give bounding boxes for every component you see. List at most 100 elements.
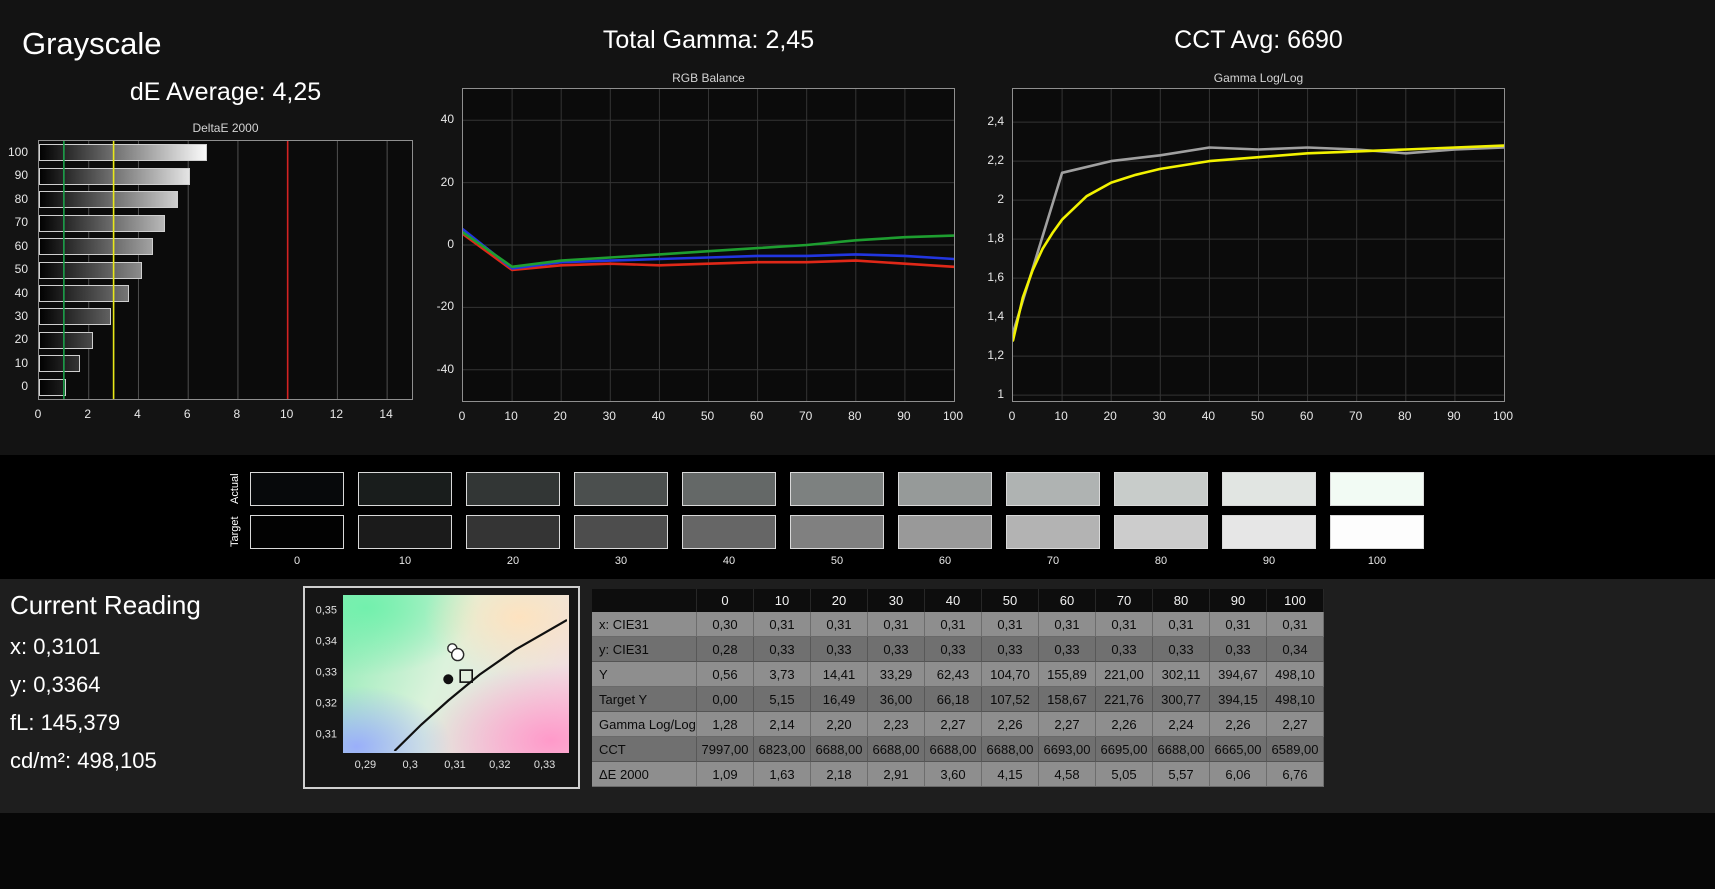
green-balance-line bbox=[463, 231, 954, 269]
y-tick-label: 0,32 bbox=[315, 697, 337, 710]
actual-row-label: Actual bbox=[229, 473, 241, 505]
table-header-cell: 70 bbox=[1096, 589, 1153, 612]
table-header-cell: 10 bbox=[754, 589, 811, 612]
y-tick-label: 0,35 bbox=[315, 604, 337, 617]
x-tick-label: 90 bbox=[897, 409, 911, 423]
deltae-reference-lines bbox=[63, 141, 289, 399]
x-tick-label: 0,32 bbox=[489, 759, 511, 771]
gamma-x-axis: 0 10 20 30 40 50 60 70 80 90 100 bbox=[1009, 408, 1513, 424]
table-cell: 7997,00 bbox=[697, 737, 754, 762]
deltae-bar-100 bbox=[39, 144, 208, 162]
table-cell: 14,41 bbox=[811, 662, 868, 687]
blue-balance-line bbox=[463, 228, 954, 270]
swatch-column-30: 30 bbox=[574, 472, 668, 567]
row-label: CCT bbox=[592, 737, 697, 762]
x-tick-label: 0,29 bbox=[354, 759, 377, 771]
x-tick-label: 14 bbox=[379, 407, 393, 421]
table-header-row: 0 10 20 30 40 50 60 70 80 90 100 bbox=[592, 589, 1324, 612]
x-tick-label: 100 bbox=[1492, 409, 1514, 423]
x-tick-label: 60 bbox=[1299, 409, 1314, 423]
y-tick-label: 0,31 bbox=[315, 728, 337, 741]
table-cell: 6688,00 bbox=[868, 737, 925, 762]
table-cell: 2,91 bbox=[868, 762, 925, 787]
table-header-cell: 100 bbox=[1267, 589, 1324, 612]
cie-diagram-panel: 0,35 0,34 0,33 0,32 0,31 0,29 0,3 0,31 0,32 0,33 bbox=[303, 586, 580, 789]
swatch-level-label: 70 bbox=[1046, 555, 1060, 567]
reading-cdm2: cd/m²: 498,105 bbox=[10, 748, 157, 773]
deltae-bar-40 bbox=[39, 285, 129, 302]
y-tick-label: -40 bbox=[436, 361, 454, 376]
table-cell: 6823,00 bbox=[754, 737, 811, 762]
y-tick-label: -20 bbox=[436, 299, 454, 314]
swatch-column-70: 70 bbox=[1006, 472, 1100, 567]
deltae-bar-60 bbox=[39, 238, 153, 255]
grayscale-swatch-strip: Actual Target 0 10 20 30 40 50 60 70 80 90 100 bbox=[0, 455, 1715, 579]
y-tick-label: 100 bbox=[7, 144, 28, 159]
table-cell: 0,56 bbox=[697, 662, 754, 687]
y-tick-label: 70 bbox=[14, 215, 28, 230]
gamma-chart-title: Gamma Log/Log bbox=[1213, 71, 1304, 85]
current-reading-title: Current Reading bbox=[10, 590, 201, 620]
table-cell: 2,26 bbox=[1096, 712, 1153, 737]
table-header-cell bbox=[592, 589, 697, 612]
swatch-level-label: 80 bbox=[1154, 555, 1168, 567]
table-cell: 394,67 bbox=[1210, 662, 1267, 687]
table-header-cell: 30 bbox=[868, 589, 925, 612]
table-header-cell: 60 bbox=[1039, 589, 1096, 612]
swatch-column-80: 80 bbox=[1114, 472, 1208, 567]
table-cell: 0,31 bbox=[1267, 612, 1324, 637]
swatch-level-label: 30 bbox=[614, 555, 628, 567]
swatch-actual-20 bbox=[466, 472, 560, 506]
x-tick-label: 40 bbox=[651, 409, 666, 423]
table-cell: 0,33 bbox=[982, 637, 1039, 662]
charts-section: Grayscale dE Average: 4,25 DeltaE 2000 1… bbox=[7, 26, 1514, 424]
table-cell: 221,00 bbox=[1096, 662, 1153, 687]
table-cell: 1,28 bbox=[697, 712, 754, 737]
deltae-plot bbox=[38, 140, 413, 400]
table-cell: 0,34 bbox=[1267, 637, 1324, 662]
table-row-y-cie31: y: CIE31 0,28 0,33 0,33 0,33 0,33 0,33 0,33 0,33… bbox=[592, 637, 1324, 662]
table-row-target-y: Target Y 0,00 5,15 16,49 36,00 66,18 107,52 158… bbox=[592, 687, 1324, 712]
table-cell: 104,70 bbox=[982, 662, 1039, 687]
swatch-actual-50 bbox=[790, 472, 884, 506]
table-header-cell: 0 bbox=[697, 589, 754, 612]
table-cell: 107,52 bbox=[982, 687, 1039, 712]
row-label: y: CIE31 bbox=[592, 637, 697, 662]
x-tick-label: 6 bbox=[183, 407, 191, 421]
table-cell: 0,31 bbox=[1210, 612, 1267, 637]
gamma-plot bbox=[1012, 88, 1505, 402]
swatch-level-label: 0 bbox=[293, 555, 301, 567]
rgb-balance-svg bbox=[463, 89, 954, 401]
target-marker bbox=[459, 669, 473, 683]
deltae-bar-70 bbox=[39, 214, 165, 232]
y-tick-label: 80 bbox=[14, 191, 28, 206]
table-cell: 158,67 bbox=[1039, 687, 1096, 712]
swatch-actual-10 bbox=[358, 472, 452, 506]
table-cell: 2,24 bbox=[1153, 712, 1210, 737]
reading-marker bbox=[450, 647, 465, 662]
y-tick-label: 10 bbox=[14, 355, 28, 370]
table-cell: 2,18 bbox=[811, 762, 868, 787]
y-tick-label: 40 bbox=[14, 285, 28, 300]
swatch-level-label: 90 bbox=[1262, 555, 1276, 567]
swatch-target-40 bbox=[682, 515, 776, 549]
deltae-x-axis: 0 2 4 6 8 10 12 14 bbox=[34, 406, 413, 422]
table-cell: 0,33 bbox=[925, 637, 982, 662]
swatch-level-label: 10 bbox=[398, 555, 412, 567]
swatch-actual-30 bbox=[574, 472, 668, 506]
measured-dot bbox=[443, 674, 454, 685]
cct-avg-label: CCT Avg: 6690 bbox=[1174, 26, 1343, 54]
swatch-actual-60 bbox=[898, 472, 992, 506]
y-tick-label: 40 bbox=[440, 112, 454, 127]
y-tick-label: 0 bbox=[21, 379, 28, 394]
swatch-level-label: 50 bbox=[830, 555, 844, 567]
swatch-target-70 bbox=[1006, 515, 1100, 549]
x-tick-label: 70 bbox=[1349, 409, 1363, 423]
row-label: Gamma Log/Log bbox=[592, 712, 697, 737]
swatch-column-50: 50 bbox=[790, 472, 884, 567]
row-label: Y bbox=[592, 662, 697, 687]
y-tick-label: 20 bbox=[14, 332, 28, 347]
table-cell: 6688,00 bbox=[925, 737, 982, 762]
x-tick-label: 90 bbox=[1447, 409, 1461, 423]
x-tick-label: 0 bbox=[34, 407, 42, 421]
